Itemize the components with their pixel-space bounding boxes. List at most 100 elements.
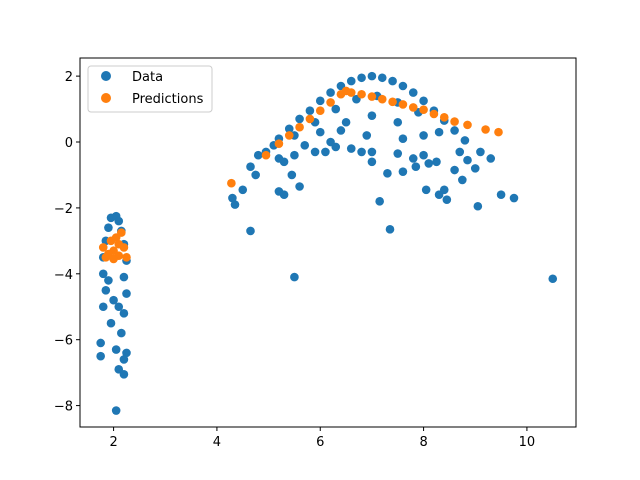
data-point	[122, 348, 131, 358]
prediction-point	[326, 98, 335, 107]
prediction-point	[398, 100, 408, 109]
data-point	[458, 175, 467, 185]
prediction-point	[439, 113, 449, 122]
prediction-point	[261, 150, 271, 160]
legend-marker-data	[101, 71, 111, 81]
data-point	[367, 111, 377, 120]
prediction-point	[429, 109, 439, 119]
legend-box	[87, 65, 213, 113]
x-tick-label: 8	[419, 435, 427, 450]
data-point	[346, 76, 356, 86]
data-point	[106, 318, 116, 328]
data-point	[509, 193, 519, 203]
data-point	[419, 131, 428, 140]
data-point	[385, 225, 395, 234]
data-point	[295, 182, 304, 191]
data-point	[290, 272, 299, 282]
data-point	[341, 117, 351, 127]
plot-frame	[79, 57, 577, 428]
y-tick-label: −2	[54, 202, 73, 217]
data-point	[367, 71, 377, 81]
data-point	[119, 369, 129, 379]
data-point	[114, 302, 124, 312]
data-point	[455, 147, 465, 157]
prediction-point	[481, 125, 490, 134]
data-point	[476, 147, 485, 157]
data-point	[439, 185, 449, 195]
data-point	[111, 345, 121, 354]
data-point	[109, 295, 118, 305]
data-point	[326, 137, 335, 147]
data-point	[419, 150, 428, 160]
data-point	[393, 117, 403, 127]
data-point	[470, 164, 480, 173]
prediction-point	[98, 243, 108, 252]
prediction-point	[315, 106, 325, 116]
data-point	[450, 126, 459, 135]
data-point	[284, 124, 294, 134]
data-point	[336, 126, 346, 135]
data-point	[253, 150, 263, 160]
data-point	[310, 147, 320, 157]
data-point	[375, 197, 384, 206]
x-axis: 2 4 6 8 10	[109, 427, 535, 450]
data-point	[408, 88, 418, 97]
data-point	[548, 274, 558, 284]
data-point	[432, 157, 441, 167]
data-point	[315, 96, 325, 106]
prediction-point	[122, 253, 131, 262]
data-point	[119, 309, 129, 318]
legend: Data Predictions	[87, 65, 213, 113]
data-point	[496, 190, 506, 200]
data-point	[228, 193, 237, 203]
data-point	[398, 134, 408, 144]
data-point	[362, 131, 372, 140]
legend-label-predictions: Predictions	[132, 92, 204, 107]
y-tick-label: 2	[65, 70, 73, 85]
prediction-point	[305, 114, 315, 124]
data-point	[96, 351, 105, 361]
data-point	[119, 272, 129, 282]
data-point	[357, 73, 366, 83]
y-tick-label: −8	[54, 400, 73, 415]
prediction-point	[367, 92, 377, 101]
y-tick-label: −4	[54, 268, 73, 283]
data-point	[398, 81, 408, 91]
data-point	[424, 159, 434, 168]
data-point	[473, 201, 483, 211]
legend-marker-predictions	[101, 93, 111, 103]
data-point	[434, 127, 444, 137]
data-point	[331, 104, 341, 114]
data-point	[104, 223, 113, 232]
data-point	[300, 141, 310, 150]
prediction-point	[295, 122, 304, 132]
data-point	[101, 285, 111, 295]
x-tick-label: 2	[109, 435, 117, 450]
data-point	[419, 96, 428, 106]
data-point	[119, 355, 129, 364]
data-point	[246, 226, 255, 236]
data-point	[111, 406, 121, 415]
data-point	[408, 154, 418, 163]
data-point	[411, 162, 421, 172]
y-axis: −8 −6 −4 −2 0 2	[54, 70, 80, 415]
y-tick-label: 0	[65, 136, 73, 151]
data-point	[315, 127, 325, 137]
data-point	[98, 302, 108, 312]
data-point	[393, 149, 403, 158]
data-point	[96, 338, 105, 348]
data-point	[367, 147, 377, 157]
prediction-point	[377, 94, 387, 104]
data-point	[251, 170, 260, 180]
prediction-point	[463, 120, 472, 130]
x-tick-label: 6	[316, 435, 324, 450]
data-point	[398, 167, 408, 176]
data-point	[460, 136, 470, 145]
data-point	[117, 328, 126, 338]
prediction-point	[227, 178, 236, 188]
prediction-point	[346, 88, 356, 97]
prediction-point	[450, 117, 459, 126]
data-point	[321, 147, 330, 157]
data-point	[383, 169, 392, 178]
prediction-point	[494, 127, 503, 137]
